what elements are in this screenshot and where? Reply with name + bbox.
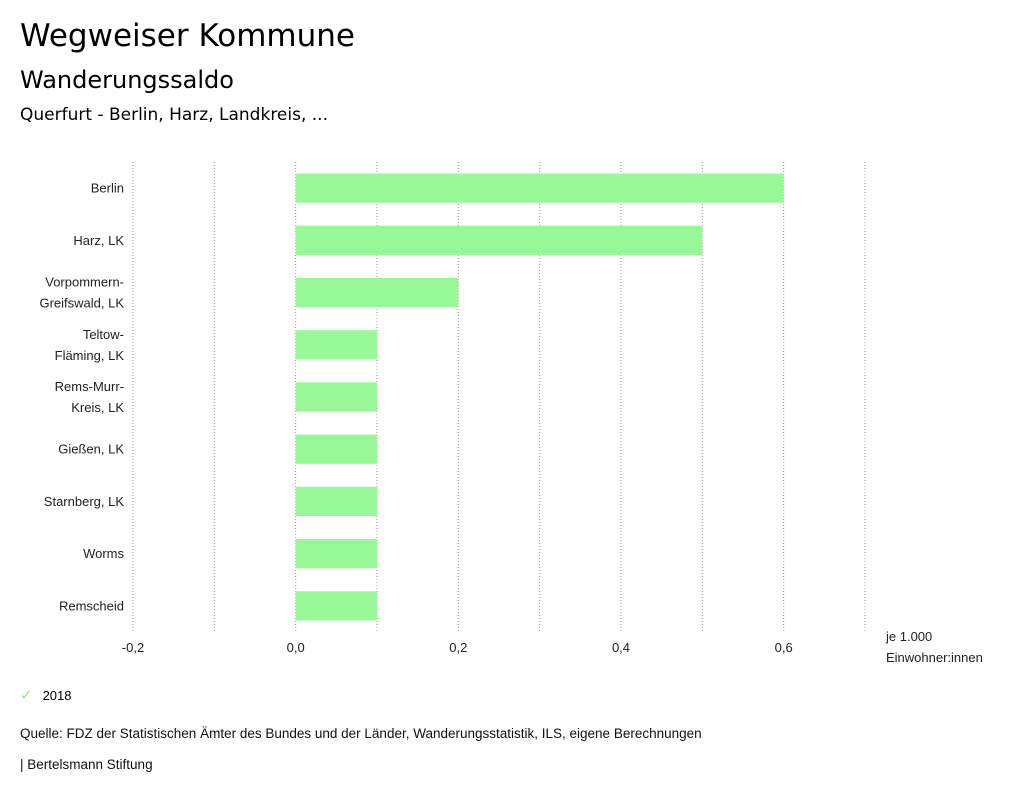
unit-label-line: je 1.000 — [885, 629, 932, 644]
category-label: Teltow-Fläming, LK — [55, 327, 125, 363]
publisher-note: | Bertelsmann Stiftung — [20, 757, 153, 772]
category-label: Worms — [83, 546, 124, 561]
category-label: Berlin — [91, 181, 124, 196]
bar[interactable] — [295, 382, 377, 412]
unit-label: je 1.000 Einwohner:innen — [885, 629, 983, 665]
x-tick-label: 0,0 — [287, 640, 305, 655]
unit-label-line: Einwohner:innen — [886, 650, 983, 665]
bar[interactable] — [295, 225, 703, 255]
category-label: Rems-Murr-Kreis, LK — [55, 379, 125, 415]
category-label: Harz, LK — [73, 233, 124, 248]
chart-subtitle: Wanderungssaldo — [20, 66, 234, 94]
bar[interactable] — [295, 173, 784, 203]
category-label: Remscheid — [59, 598, 124, 613]
x-tick-label: -0,2 — [122, 640, 144, 655]
bar[interactable] — [295, 434, 377, 464]
category-label: Vorpommern-Greifswald, LK — [39, 275, 124, 311]
category-label: Gießen, LK — [58, 442, 124, 457]
bar-chart: Berlin Harz, LK Vorpommern-Greifswald, LK T… — [39, 162, 983, 665]
region-title: Querfurt - Berlin, Harz, Landkreis, ... — [20, 105, 328, 125]
category-label: Starnberg, LK — [44, 494, 125, 509]
source-note: Quelle: FDZ der Statistischen Ämter des … — [20, 726, 702, 741]
x-tick-label: 0,4 — [612, 640, 630, 655]
x-tick-label: 0,6 — [775, 640, 793, 655]
bar[interactable] — [295, 277, 459, 308]
category-labels: Berlin Harz, LK Vorpommern-Greifswald, LK T… — [39, 181, 124, 614]
bar[interactable] — [295, 591, 377, 621]
bar[interactable] — [295, 330, 377, 360]
bar[interactable] — [295, 486, 377, 517]
bar[interactable] — [295, 539, 377, 569]
x-tick-labels: -0,2 0,0 0,2 0,4 0,6 — [122, 640, 793, 655]
chart-title: Wegweiser Kommune — [20, 18, 355, 54]
legend-item-2018[interactable]: ✓ 2018 — [20, 686, 72, 704]
legend-label: 2018 — [42, 687, 72, 703]
x-tick-label: 0,2 — [449, 640, 467, 655]
bars — [295, 173, 784, 621]
check-icon: ✓ — [20, 687, 33, 704]
